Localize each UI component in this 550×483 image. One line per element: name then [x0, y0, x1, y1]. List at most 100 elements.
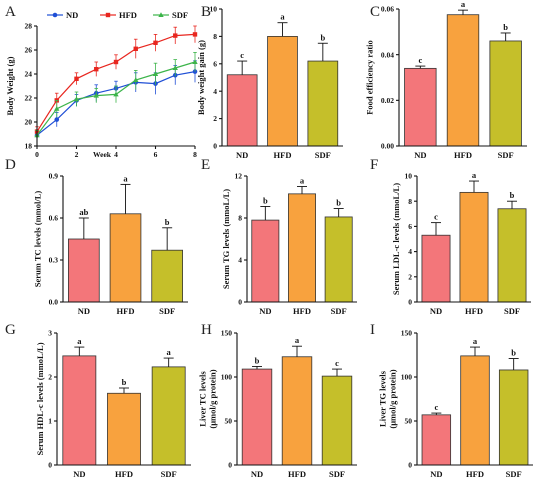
A-ytick-label: 22 — [25, 94, 33, 103]
H-bar-hfd — [281, 356, 313, 466]
G-category-hfd: HFD — [115, 469, 133, 479]
B-bar-nd — [226, 74, 258, 147]
H-ylabel-unit: (μmol/g protein) — [208, 369, 218, 428]
I-ytick-label: 150 — [401, 329, 413, 338]
F-sig-label-nd: c — [434, 212, 438, 222]
D-ytick-label: 0.0 — [49, 298, 59, 307]
H-bar-sdf — [321, 375, 353, 466]
D-category-nd: ND — [78, 306, 90, 316]
D-bar-hfd — [109, 213, 142, 303]
F-bar-sdf — [497, 208, 527, 303]
G-category-sdf: SDF — [161, 469, 177, 479]
C-ytick-label: 0.02 — [381, 96, 394, 105]
E-ytick-label: 0 — [238, 298, 242, 307]
A-xtick-label: 6 — [154, 150, 158, 159]
C-sig-label-sdf: b — [503, 22, 508, 32]
D-bar-nd — [68, 238, 100, 303]
B-ylabel: Body weight gain (g) — [196, 40, 206, 115]
E-sig-label-sdf: b — [336, 198, 341, 208]
G-ytick-label: 2 — [48, 373, 52, 382]
B-ytick-label: 10 — [210, 5, 218, 14]
C-bar-hfd — [446, 14, 480, 147]
I-sig-label-nd: c — [434, 402, 438, 412]
point-hfd — [94, 67, 99, 72]
H-ytick-label: 100 — [221, 373, 233, 382]
point-hfd — [74, 76, 79, 81]
I-category-hfd: HFD — [466, 469, 484, 479]
A-xtick-label: 4 — [114, 150, 118, 159]
E-category-nd: ND — [259, 306, 271, 316]
panel-letter-b: B — [201, 4, 211, 20]
B-category-sdf: SDF — [315, 150, 331, 160]
H-sig-label-hfd: a — [295, 335, 300, 345]
A-xtick-label: 2 — [75, 150, 79, 159]
B-ytick-label: 6 — [213, 59, 217, 68]
D-ytick-label: 0.9 — [49, 172, 59, 181]
legend-marker — [52, 12, 58, 18]
E-ytick-label: 4 — [238, 256, 242, 265]
point-sdf — [152, 71, 159, 76]
C-ylabel: Food efficiency ratio — [365, 40, 375, 115]
panel-c: Cc ND a HFD b SDF 0.00 0.02 0.04 0.06 Food efficie… — [365, 0, 527, 160]
panel-h: Hb ND a HFD c SDF 0 50 100 150 Liver TC levels (μmo… — [198, 322, 357, 479]
point-sdf — [93, 92, 99, 98]
legend-label: SDF — [172, 10, 188, 20]
F-bar-hfd — [459, 191, 489, 303]
panel-i: Ic ND a HFD b SDF 0 50 100 150 Liver TG levels (μmo… — [370, 322, 533, 479]
C-ytick-label: 0.04 — [381, 50, 394, 59]
A-xtick-label: 0 — [35, 150, 39, 159]
point-hfd — [133, 46, 138, 51]
D-category-sdf: SDF — [159, 306, 175, 316]
panel-letter-e: E — [201, 157, 210, 173]
legend-label: ND — [66, 10, 78, 20]
F-ytick-label: 0 — [408, 298, 412, 307]
C-category-sdf: SDF — [498, 150, 514, 160]
C-sig-label-nd: c — [418, 55, 422, 65]
E-sig-label-hfd: a — [300, 176, 305, 186]
E-ytick-label: 8 — [238, 214, 242, 223]
panel-letter-c: C — [370, 4, 380, 20]
B-ytick-label: 4 — [213, 87, 217, 96]
G-ytick-label: 1 — [48, 417, 52, 426]
B-ytick-label: 0 — [213, 142, 217, 151]
F-ytick-label: 8 — [408, 197, 412, 206]
I-bar-hfd — [460, 355, 490, 466]
D-ytick-label: 0.3 — [49, 256, 59, 265]
B-bar-sdf — [307, 60, 339, 147]
legend-entry-hfd: HFD — [100, 10, 137, 20]
panel-letter-a: A — [5, 4, 16, 20]
H-ytick-label: 150 — [221, 329, 233, 338]
E-bar-nd — [251, 219, 280, 303]
point-sdf — [113, 91, 119, 97]
G-category-nd: ND — [73, 469, 85, 479]
H-ytick-label: 50 — [225, 417, 233, 426]
point-hfd — [153, 40, 158, 45]
A-ytick-label: 20 — [25, 118, 33, 127]
I-ytick-label: 50 — [405, 417, 413, 426]
H-sig-label-nd: b — [255, 355, 260, 365]
legend-marker — [158, 12, 164, 17]
F-sig-label-hfd: a — [472, 170, 477, 180]
point-hfd — [192, 32, 198, 37]
F-sig-label-sdf: b — [510, 190, 515, 200]
G-bar-sdf — [151, 366, 186, 466]
D-category-hfd: HFD — [117, 306, 135, 316]
panel-letter-i: I — [370, 322, 375, 338]
point-hfd — [113, 59, 119, 65]
G-sig-label-sdf: a — [167, 347, 172, 357]
F-category-hfd: HFD — [465, 306, 483, 316]
H-sig-label-sdf: c — [335, 358, 339, 368]
B-bar-hfd — [267, 36, 298, 147]
C-ytick-label: 0.00 — [381, 142, 394, 151]
E-sig-label-nd: b — [263, 195, 268, 205]
B-sig-label-nd: c — [240, 50, 244, 60]
A-ytick-label: 26 — [25, 46, 33, 55]
H-bar-nd — [241, 368, 273, 466]
E-ylabel: Serum TG levels (mmoL/L) — [221, 189, 231, 289]
point-nd — [54, 117, 60, 122]
legend-entry-sdf: SDF — [153, 10, 188, 20]
point-sdf — [192, 59, 198, 64]
C-sig-label-hfd: a — [461, 0, 466, 9]
